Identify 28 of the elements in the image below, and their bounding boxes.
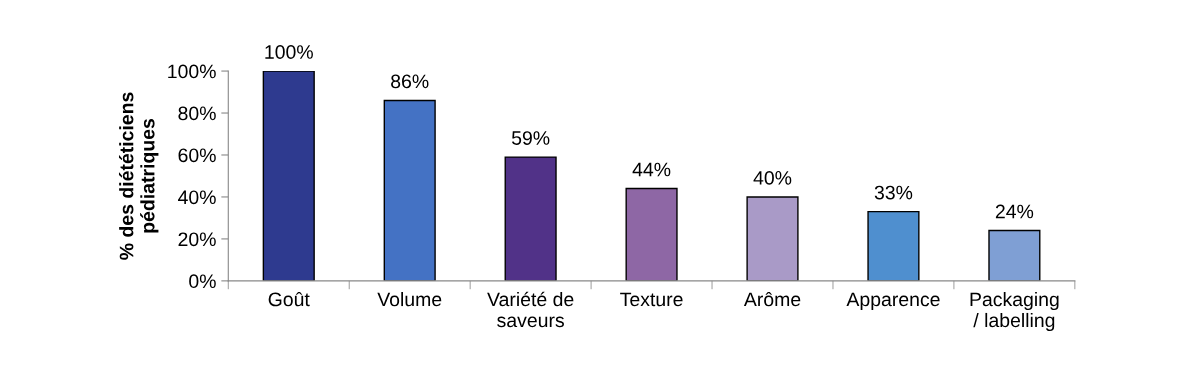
bar	[746, 196, 799, 281]
data-label: 40%	[753, 171, 792, 185]
bar	[988, 229, 1041, 281]
data-label: 33%	[874, 185, 913, 200]
x-tick-label: Volume	[377, 291, 442, 307]
data-label: 86%	[391, 74, 429, 89]
y-tick-label: 20%	[178, 232, 216, 247]
bar	[625, 187, 678, 281]
y-tick-label: 60%	[178, 148, 216, 163]
y-tick-label: 0%	[189, 274, 216, 289]
x-tick-label: Apparence	[846, 292, 940, 311]
bar	[504, 156, 557, 281]
y-tick-label: 40%	[178, 190, 216, 205]
bar	[262, 71, 315, 281]
y-tick-label: 100%	[168, 64, 216, 79]
data-label: 100%	[265, 45, 313, 59]
x-tick-label: Variété de saveurs	[487, 291, 574, 328]
y-axis-title: % des diététiciens pédiatriques	[118, 92, 159, 260]
x-tick-label: Arôme	[743, 291, 801, 307]
x-tick-label: Goût	[268, 291, 310, 307]
bar	[383, 99, 436, 281]
x-tick-label: Packaging / labelling	[970, 291, 1059, 332]
data-label: 59%	[511, 131, 550, 145]
data-label: 44%	[632, 162, 671, 177]
bar	[867, 210, 920, 281]
x-tick-label: Texture	[620, 292, 683, 307]
y-tick-label: 80%	[178, 106, 216, 121]
data-label: 24%	[995, 204, 1034, 219]
